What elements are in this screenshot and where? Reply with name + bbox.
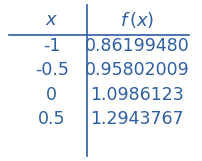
- Text: 0: 0: [46, 86, 57, 104]
- Text: 1.2943767: 1.2943767: [90, 110, 184, 128]
- Text: 0.95802009: 0.95802009: [85, 61, 189, 79]
- Text: 0.5: 0.5: [38, 110, 65, 128]
- Text: $x$: $x$: [45, 11, 58, 29]
- Text: -1: -1: [43, 37, 60, 55]
- Text: 0.86199480: 0.86199480: [85, 37, 189, 55]
- Text: $f\,(x)$: $f\,(x)$: [120, 10, 154, 30]
- Text: -0.5: -0.5: [35, 61, 69, 79]
- Text: 1.0986123: 1.0986123: [90, 86, 184, 104]
